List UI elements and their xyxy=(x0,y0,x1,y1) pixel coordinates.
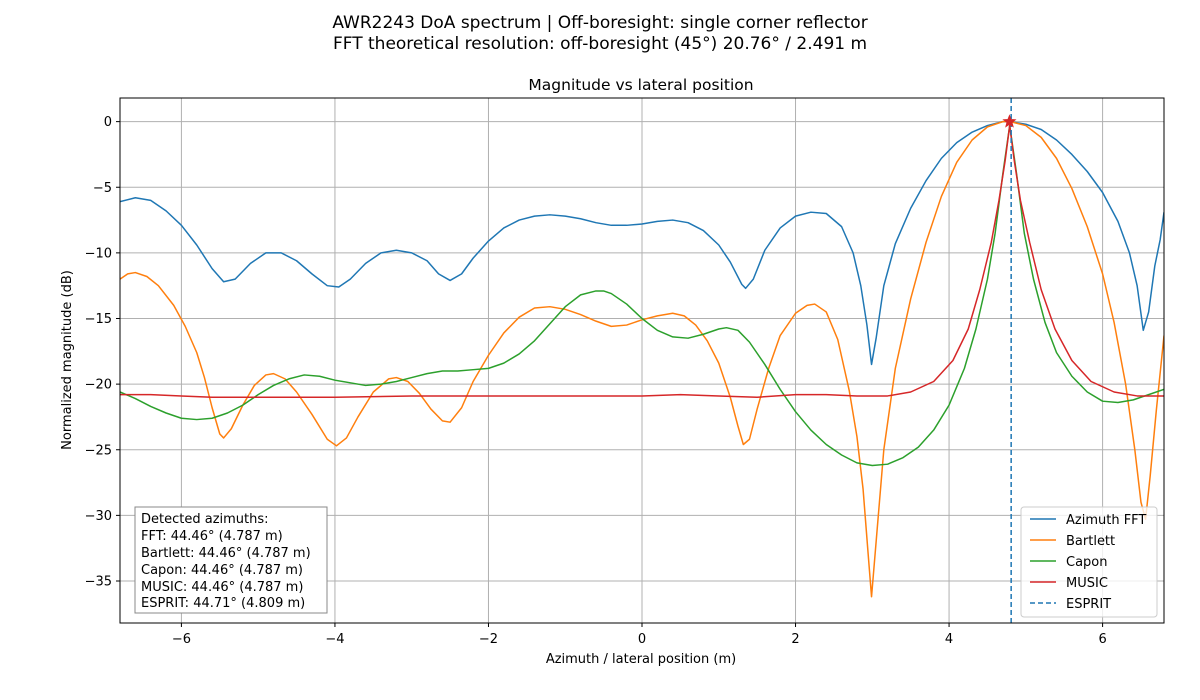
annotation-line: FFT: 44.46° (4.787 m) xyxy=(141,529,283,544)
legend-frame xyxy=(1020,506,1158,618)
x-tick-label: −2 xyxy=(479,632,498,647)
y-tick-label: −15 xyxy=(85,312,112,327)
legend-label-music: MUSIC xyxy=(1066,576,1108,591)
y-tick-label: 0 xyxy=(104,115,112,130)
x-tick-label: 4 xyxy=(945,632,953,647)
detected-azimuths-box: Detected azimuths: FFT: 44.46° (4.787 m)… xyxy=(134,506,328,614)
annotation-frame xyxy=(134,506,328,614)
y-tick-label: −10 xyxy=(85,246,112,261)
y-tick-label: −35 xyxy=(85,575,112,590)
legend: Azimuth FFT Bartlett Capon MUSIC ESPRIT xyxy=(1020,506,1158,618)
annotation-line: Detected azimuths: xyxy=(141,512,269,527)
legend-label-capon: Capon xyxy=(1066,555,1108,570)
annotation-line: MUSIC: 44.46° (4.787 m) xyxy=(141,580,303,595)
legend-label-esprit: ESPRIT xyxy=(1066,597,1111,612)
series-line-bartlett xyxy=(120,120,1164,598)
annotation-line: Bartlett: 44.46° (4.787 m) xyxy=(141,546,311,561)
y-tick-label: −5 xyxy=(93,181,112,196)
x-tick-label: −6 xyxy=(172,632,191,647)
x-tick-label: 0 xyxy=(638,632,646,647)
legend-label-fft: Azimuth FFT xyxy=(1066,513,1146,528)
axis-ticks: −6 −4 −2 0 2 4 60−5−10−15−20−25−30−35 xyxy=(85,115,1107,647)
peak-marker-star xyxy=(1002,114,1017,128)
annotation-line: ESPRIT: 44.71° (4.809 m) xyxy=(141,596,305,611)
y-tick-label: −25 xyxy=(85,443,112,458)
chart-suptitle-line-2: FFT theoretical resolution: off-boresigh… xyxy=(333,34,867,54)
x-tick-label: 6 xyxy=(1098,632,1106,647)
x-tick-label: −4 xyxy=(325,632,344,647)
axes-title: Magnitude vs lateral position xyxy=(528,76,753,94)
x-axis-label: Azimuth / lateral position (m) xyxy=(546,652,736,667)
series-line-music xyxy=(120,124,1164,398)
grid-lines xyxy=(120,98,1164,623)
plot-area xyxy=(120,98,1164,623)
series-line-azimuth-fft xyxy=(120,120,1164,366)
y-tick-label: −20 xyxy=(85,378,112,393)
y-tick-label: −30 xyxy=(85,509,112,524)
x-tick-label: 2 xyxy=(791,632,799,647)
annotation-line: Capon: 44.46° (4.787 m) xyxy=(141,563,303,578)
y-axis-label: Normalized magnitude (dB) xyxy=(60,270,75,450)
chart-suptitle-line-1: AWR2243 DoA spectrum | Off-boresight: si… xyxy=(332,13,867,33)
legend-label-bartlett: Bartlett xyxy=(1066,534,1115,549)
